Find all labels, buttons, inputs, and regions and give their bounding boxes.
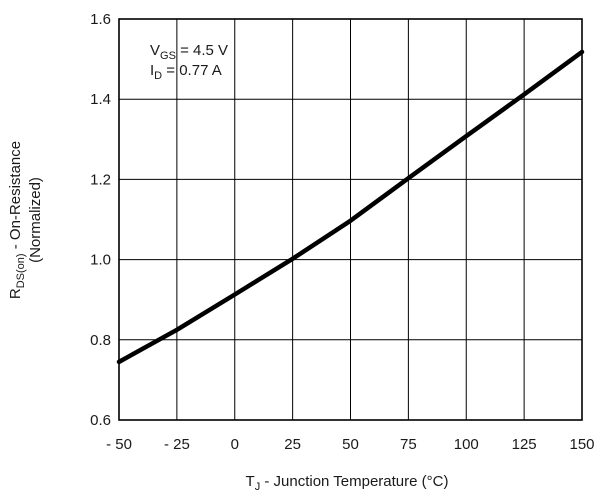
series-points xyxy=(117,50,584,364)
y-tick-label: 1.2 xyxy=(90,171,111,188)
data-point xyxy=(580,50,584,54)
y-tick-label: 1.6 xyxy=(90,11,111,28)
data-point xyxy=(233,292,237,296)
y-tick-label: 0.8 xyxy=(90,332,111,349)
y-axis-label: RDS(on) - On-Resistance xyxy=(7,141,27,299)
x-axis-label-sub: J xyxy=(255,481,261,493)
annotation-vgs: VGS = 4.5 V xyxy=(150,42,228,62)
annotation-vgs-main: V xyxy=(150,42,160,59)
grid xyxy=(119,19,582,420)
x-tick-label: 75 xyxy=(400,436,417,453)
annotation-id-main: I xyxy=(150,62,154,79)
x-tick-labels: - 50 - 25 0 25 50 75 100 125 150 xyxy=(106,436,594,453)
x-tick-label: 100 xyxy=(454,436,479,453)
data-point xyxy=(175,328,179,332)
annotation-id: ID = 0.77 A xyxy=(150,62,222,82)
annotation-id-rest: = 0.77 A xyxy=(162,62,222,79)
x-axis-label: TJ - Junction Temperature (°C) xyxy=(246,473,449,493)
data-point xyxy=(406,176,410,180)
data-point xyxy=(349,219,352,223)
x-axis-label-main: T xyxy=(246,473,255,490)
x-tick-label: - 50 xyxy=(106,436,132,453)
x-tick-label: - 25 xyxy=(164,436,190,453)
x-tick-label: 50 xyxy=(342,436,359,453)
x-tick-label: 125 xyxy=(512,436,537,453)
y-tick-label: 1.0 xyxy=(90,252,111,269)
x-axis-label-rest: - Junction Temperature (°C) xyxy=(260,473,448,490)
y-axis-label-normalized: (Normalized) xyxy=(27,177,44,263)
annotation-id-sub: D xyxy=(154,70,162,82)
y-tick-labels: 0.6 0.8 1.0 1.2 1.4 1.6 xyxy=(90,11,111,429)
y-tick-label: 1.4 xyxy=(90,91,111,108)
y-axis-label-sub: DS(on) xyxy=(15,253,27,288)
plot-frame xyxy=(118,18,583,421)
y-axis-label-main: R xyxy=(7,288,24,299)
data-point xyxy=(117,360,121,364)
annotation-vgs-sub: GS xyxy=(160,50,176,62)
data-point xyxy=(291,257,295,261)
x-tick-label: 150 xyxy=(569,436,594,453)
x-tick-label: 0 xyxy=(231,436,239,453)
y-axis-label-rest: - On-Resistance xyxy=(7,141,24,254)
data-point xyxy=(464,134,468,138)
y-tick-label: 0.6 xyxy=(90,412,111,429)
data-point xyxy=(522,92,526,96)
annotation-vgs-rest: = 4.5 V xyxy=(176,42,228,59)
x-tick-label: 25 xyxy=(284,436,301,453)
